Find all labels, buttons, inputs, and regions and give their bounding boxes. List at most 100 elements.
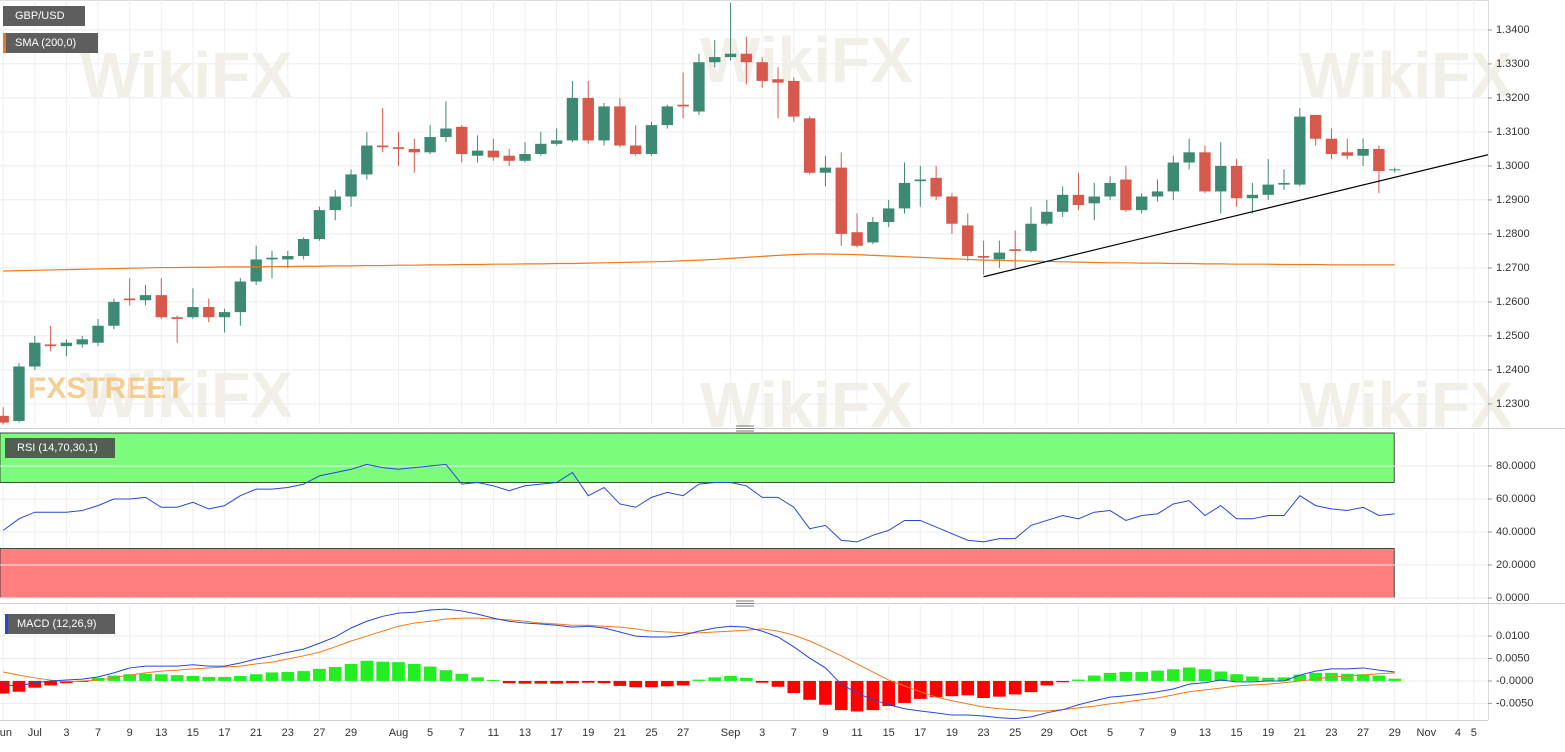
- legend-swatch: [5, 614, 8, 634]
- x-tick-label: 7: [791, 727, 797, 739]
- x-tick-label: 15: [1230, 727, 1242, 739]
- candle-body: [1389, 169, 1401, 171]
- candle-body: [756, 62, 768, 81]
- histogram-bar: [581, 680, 595, 683]
- macd-line: [3, 608, 1395, 720]
- histogram-bar: [913, 680, 927, 699]
- candle-body: [740, 53, 753, 63]
- candle-body: [471, 150, 484, 156]
- candle-body: [1183, 152, 1195, 163]
- candle-body: [1341, 152, 1353, 156]
- y-tick-label: 1.3200: [1496, 92, 1530, 104]
- histogram-bar: [423, 666, 437, 681]
- x-tick-label: 11: [488, 727, 499, 739]
- legend-box: [5, 614, 115, 634]
- histogram-bar: [629, 680, 643, 688]
- histogram-bar: [613, 680, 627, 686]
- x-tick-label: Sep: [721, 727, 741, 739]
- panel: [0, 432, 1488, 600]
- histogram-bar: [1072, 679, 1085, 681]
- panel: [0, 606, 1488, 720]
- candle-body: [76, 339, 88, 345]
- histogram-bar: [961, 680, 975, 696]
- x-tick-label: 19: [582, 727, 594, 739]
- y-tick-label: 20.0000: [1496, 559, 1536, 571]
- histogram-bar: [534, 680, 548, 684]
- candle-body: [535, 143, 547, 155]
- histogram-bar: [1182, 667, 1196, 681]
- x-tick-label: 23: [1325, 727, 1337, 739]
- candle-body: [13, 366, 25, 421]
- watermark: WikiFX: [700, 369, 913, 441]
- legend-box: [5, 438, 115, 458]
- histogram-bar: [376, 661, 389, 681]
- watermark: WikiFX: [80, 359, 293, 431]
- x-tick-label: 5: [427, 727, 433, 739]
- candle-body: [1309, 114, 1322, 139]
- histogram-bar: [1151, 670, 1164, 681]
- histogram-bar: [708, 677, 722, 681]
- candle-body: [1167, 162, 1180, 192]
- x-tick-label: Oct: [1070, 727, 1087, 739]
- x-tick-label: Nov: [1417, 727, 1437, 739]
- logo: FXSTREET: [28, 372, 185, 405]
- x-tick-label: 11: [851, 727, 862, 739]
- signal-line: [3, 617, 1395, 712]
- watermark: WikiFX: [700, 24, 913, 96]
- candle-body: [709, 57, 721, 63]
- histogram-bar: [1372, 675, 1386, 681]
- histogram-bar: [787, 680, 801, 694]
- histogram-bar: [1198, 669, 1212, 681]
- candle-body: [171, 317, 183, 319]
- candle-body: [519, 154, 531, 161]
- candle-body: [582, 97, 594, 141]
- histogram-bar: [803, 680, 816, 700]
- histogram-bar: [123, 674, 136, 681]
- histogram-bar: [945, 680, 959, 697]
- histogram-bar: [28, 680, 42, 688]
- candle-body: [550, 140, 563, 144]
- candle-body: [44, 344, 57, 347]
- candle-body: [234, 281, 247, 313]
- candle-body: [392, 147, 405, 149]
- resize-handle[interactable]: [736, 600, 754, 607]
- x-tick-label: 15: [187, 727, 199, 739]
- resize-handle[interactable]: [736, 425, 754, 432]
- x-tick-label: 17: [218, 727, 230, 739]
- candle-body: [614, 106, 626, 146]
- candle-body: [282, 256, 294, 260]
- candle-body: [598, 106, 610, 141]
- histogram-bar: [597, 680, 611, 684]
- x-tick-label: 17: [550, 727, 562, 739]
- candle-body: [361, 145, 373, 175]
- candle-body: [187, 307, 199, 318]
- x-tick-label: 13: [1199, 727, 1211, 739]
- y-tick-label: 1.2500: [1496, 330, 1530, 342]
- candle-body: [819, 167, 832, 173]
- histogram-bar: [740, 677, 753, 681]
- watermarks: WikiFX WikiFX WikiFX WikiFX WikiFX WikiF…: [28, 24, 1513, 441]
- x-tick-label: 21: [614, 727, 626, 739]
- histogram-bar: [550, 680, 563, 684]
- y-tick-label: 40.0000: [1496, 526, 1536, 538]
- histogram-bar: [407, 663, 421, 681]
- x-tick-label: 25: [645, 727, 657, 739]
- candle-body: [898, 182, 911, 209]
- candle-body: [1278, 182, 1290, 185]
- histogram-bar: [1040, 680, 1054, 686]
- y-tick-label: 1.3000: [1496, 160, 1530, 172]
- x-tick-label: 29: [1389, 727, 1401, 739]
- candle-body: [313, 210, 326, 240]
- candle-body: [1009, 249, 1021, 251]
- candle-body: [0, 415, 9, 423]
- candle-body: [772, 79, 784, 83]
- histogram-bar: [471, 677, 484, 681]
- histogram-bar: [676, 680, 690, 686]
- legend-box: [3, 33, 98, 53]
- histogram-bar: [660, 680, 674, 687]
- x-tick-label: 27: [677, 727, 689, 739]
- histogram-bar: [234, 676, 247, 681]
- candle-body: [456, 126, 468, 155]
- histogram-bar: [755, 680, 769, 683]
- histogram-bar: [1356, 674, 1370, 681]
